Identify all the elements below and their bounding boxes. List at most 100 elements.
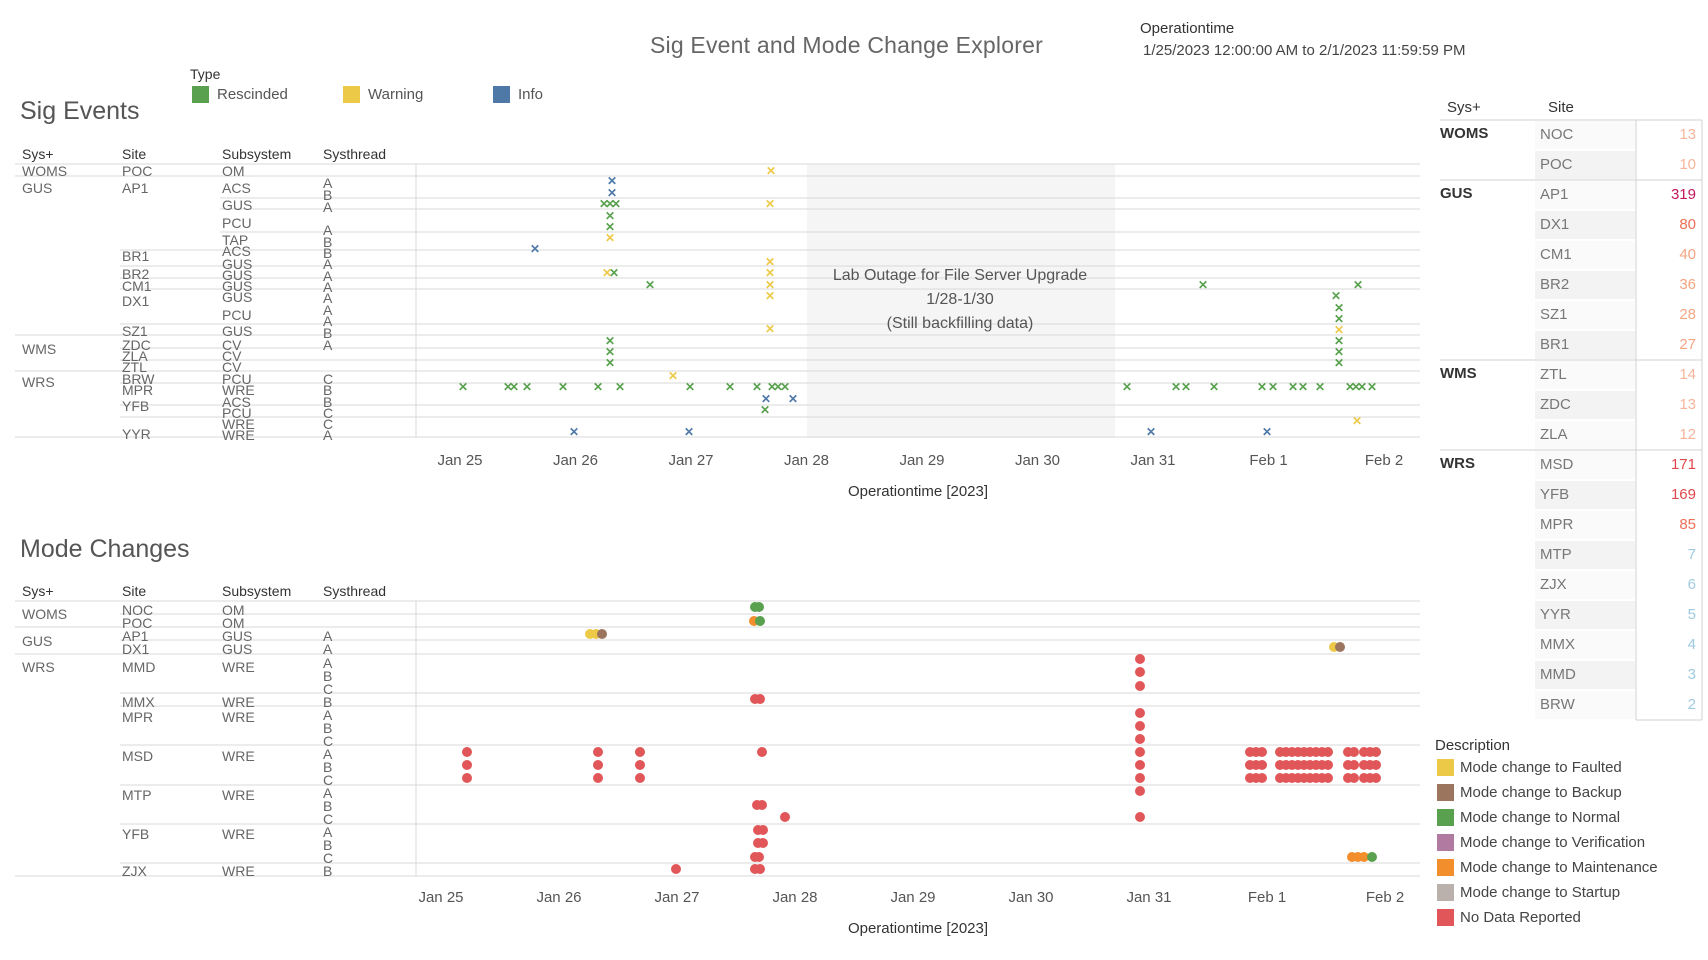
count-row-yyr[interactable]: YYR 5	[1440, 600, 1702, 630]
sig-event-mark: ✕	[766, 164, 776, 178]
legend-startup[interactable]: Mode change to Startup	[1437, 884, 1620, 901]
sig-event-mark: ✕	[765, 322, 775, 336]
description-legend-title: Description	[1435, 737, 1511, 754]
sig-header-sys: Sys+	[22, 146, 54, 162]
sig-thread-label: B	[323, 245, 333, 261]
mode-change-dot	[757, 800, 767, 810]
sig-event-mark: ✕	[1288, 380, 1298, 394]
mode-change-dot	[755, 616, 765, 626]
sig-event-mark: ✕	[765, 266, 775, 280]
mode-group-wrs: WRS	[22, 659, 55, 675]
mode-thread-label: A	[323, 746, 333, 762]
count-row-dx1[interactable]: DX1 80	[1440, 210, 1702, 240]
sig-event-mark: ✕	[788, 392, 798, 406]
count-site-cell	[1535, 601, 1635, 629]
backup-swatch	[1437, 784, 1454, 801]
axis-tick-label: Jan 30	[1008, 889, 1053, 906]
legend-faulted[interactable]: Mode change to Faulted	[1437, 759, 1622, 776]
sig-event-mark: ✕	[1334, 356, 1344, 370]
mode-change-dot	[1349, 760, 1359, 770]
count-value: 28	[1679, 306, 1696, 323]
sig-group-wms: WMS	[22, 341, 57, 357]
sig-event-mark: ✕	[761, 392, 771, 406]
count-row-yfb[interactable]: YFB 169	[1440, 480, 1702, 510]
axis-tick-label: Jan 28	[772, 889, 817, 906]
legend-verification[interactable]: Mode change to Verification	[1437, 834, 1645, 851]
mode-changes-chart: Jan 25 Jan 26 Jan 27 Jan 28 Jan 29 Jan 30 Jan …	[15, 600, 1420, 937]
sig-event-mark: ✕	[1181, 380, 1191, 394]
axis-tick-label: Feb 2	[1366, 889, 1404, 906]
mode-change-dot	[635, 760, 645, 770]
sig-thread-label: A	[323, 337, 333, 353]
mode-thread-label: A	[323, 785, 333, 801]
sig-event-mark: ✕	[760, 403, 770, 417]
sig-event-mark: ✕	[725, 380, 735, 394]
count-row-zla[interactable]: ZLA 12	[1440, 420, 1702, 450]
sig-site-ap1: AP1	[122, 180, 149, 196]
count-row-mmx[interactable]: MMX 4	[1440, 630, 1702, 660]
mode-thread-label: B	[323, 863, 333, 879]
legend-rescinded[interactable]: Rescinded	[192, 86, 288, 103]
count-value: 80	[1679, 216, 1696, 233]
sig-event-mark: ✕	[1198, 278, 1208, 292]
sig-events-chart: Lab Outage for File Server Upgrade 1/28-…	[15, 163, 1420, 500]
axis-tick-label: Jan 31	[1126, 889, 1171, 906]
axis-tick-label: Jan 25	[418, 889, 463, 906]
mode-change-dot	[755, 694, 765, 704]
mode-change-dot	[593, 760, 603, 770]
sig-event-mark: ✕	[752, 380, 762, 394]
count-site-cell	[1535, 331, 1635, 359]
count-row-brw[interactable]: BRW 2	[1440, 690, 1702, 720]
sig-site-poc: POC	[122, 163, 153, 179]
count-row-zdc[interactable]: ZDC 13	[1440, 390, 1702, 420]
counts-table-lines	[1440, 119, 1703, 721]
sig-event-mark: ✕	[522, 380, 532, 394]
mode-thread-label: A	[323, 641, 333, 657]
legend-backup[interactable]: Mode change to Backup	[1437, 784, 1622, 801]
count-site: YFB	[1540, 486, 1570, 503]
legend-info[interactable]: Info	[493, 86, 543, 103]
mode-thread-label: C	[323, 811, 334, 827]
legend-no-data[interactable]: No Data Reported	[1437, 909, 1581, 926]
sig-events-title: Sig Events	[20, 97, 140, 125]
count-site-cell	[1535, 571, 1635, 599]
mode-thread-label: C	[323, 772, 334, 788]
sig-event-mark: ✕	[1345, 380, 1355, 394]
count-row-mtp[interactable]: MTP 7	[1440, 540, 1702, 570]
sig-site-cm1: CM1	[122, 278, 152, 294]
count-site: MPR	[1540, 516, 1574, 533]
legend-warning[interactable]: Warning	[343, 86, 423, 103]
sig-subsystem-label: WRE	[222, 427, 255, 443]
legend-maintenance[interactable]: Mode change to Maintenance	[1437, 859, 1658, 876]
count-row-ztl[interactable]: WMS ZTL 14	[1440, 360, 1702, 390]
mode-change-dot	[1135, 734, 1145, 744]
sig-site-br2: BR2	[122, 266, 150, 282]
count-row-msd[interactable]: WRS MSD 171	[1440, 450, 1702, 480]
count-row-ap1[interactable]: GUS AP1 319	[1440, 180, 1702, 210]
sig-event-mark: ✕	[1357, 380, 1367, 394]
sig-event-mark: ✕	[1146, 425, 1156, 439]
count-row-br2[interactable]: BR2 36	[1440, 270, 1702, 300]
count-row-zjx[interactable]: ZJX 6	[1440, 570, 1702, 600]
operationtime-filter-range[interactable]: 1/25/2023 12:00:00 AM to 2/1/2023 11:59:…	[1143, 42, 1466, 59]
sig-event-mark: ✕	[607, 186, 617, 200]
legend-normal[interactable]: Mode change to Normal	[1437, 809, 1620, 826]
sig-event-mark: ✕	[530, 242, 540, 256]
count-row-br1[interactable]: BR1 27	[1440, 330, 1702, 360]
sig-subsystem-label: GUS	[222, 267, 253, 283]
sig-thread-label: C	[323, 405, 334, 421]
count-row-noc[interactable]: WOMS NOC 13	[1440, 120, 1702, 150]
outage-annotation-line3: (Still backfilling data)	[887, 315, 1034, 332]
sig-thread-label: C	[323, 416, 334, 432]
outage-annotation-line2: 1/28-1/30	[926, 291, 994, 308]
sig-event-mark: ✕	[609, 266, 619, 280]
count-row-mpr[interactable]: MPR 85	[1440, 510, 1702, 540]
count-site: SZ1	[1540, 306, 1568, 323]
sig-subsystem-label: ACS	[222, 243, 251, 259]
count-row-poc[interactable]: POC 10	[1440, 150, 1702, 180]
sig-axis-ticks: Jan 25 Jan 26 Jan 27 Jan 28 Jan 29 Jan 30 Jan …	[437, 452, 1403, 469]
count-row-mmd[interactable]: MMD 3	[1440, 660, 1702, 690]
count-row-sz1[interactable]: SZ1 28	[1440, 300, 1702, 330]
count-row-cm1[interactable]: CM1 40	[1440, 240, 1702, 270]
sig-event-mark: ✕	[685, 380, 695, 394]
